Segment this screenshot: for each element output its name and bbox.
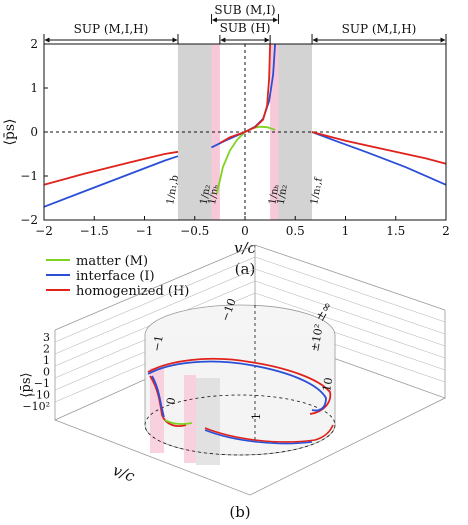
x-axis-label: v/c	[234, 239, 257, 257]
y-tick-label-2: 0	[30, 125, 38, 139]
panel-b-x-label: v/c	[110, 461, 137, 486]
series-1-segment-2	[311, 131, 447, 186]
regime-label-bg-2	[216, 21, 274, 35]
panel-a: SUP (M,I,H) SUB (M,I) SUB (H) SUP (M,I,H) 1…	[2, 3, 450, 278]
x-tick-label-5: 0.5	[286, 224, 305, 238]
x-tick-label-7: 1.5	[386, 224, 405, 238]
ring-label-neg1: −1	[150, 334, 166, 352]
legend-label-matter: matter (M)	[76, 254, 148, 269]
panel-b-y-tick-3: 0	[43, 366, 50, 379]
regime-annotations: SUP (M,I,H) SUB (M,I) SUB (H) SUP (M,I,H)	[43, 3, 447, 44]
regime-label-3: SUP (M,I,H)	[342, 22, 417, 36]
series-0-segment-0	[216, 125, 276, 194]
y-tick-label-4: −2	[20, 213, 38, 227]
panel-b-y-tick-5: −10	[27, 389, 50, 402]
curve-matter-3d	[164, 419, 193, 425]
x-tick-label-4: 0	[241, 224, 249, 238]
panel-b-y-tick-0: 3	[43, 331, 50, 344]
box-top-edge	[54, 244, 446, 331]
threshold-label-4: 1/n₂	[276, 184, 290, 206]
regime-label-1: SUB (M,I)	[214, 3, 275, 17]
curve-interface-3d-front	[204, 429, 313, 445]
y-tick-label-1: 1	[30, 81, 38, 95]
threshold-label-5: 1/n₁,f	[309, 176, 325, 206]
threshold-label-3: 1/nₕ	[267, 183, 281, 205]
y-axis-label: ⟨p̄s⟩	[2, 118, 18, 145]
ring-label-10: 10	[320, 376, 335, 392]
band-1	[211, 44, 220, 220]
legend-label-interface: interface (I)	[76, 269, 155, 284]
panel-label-a: (a)	[235, 260, 256, 278]
ring-label-0: 0	[164, 396, 178, 405]
legend: matter (M) interface (I) homogenized (H)	[46, 254, 189, 299]
pink-band-2	[184, 375, 196, 463]
series-2-segment-1	[219, 43, 271, 144]
panel-label-b: (b)	[229, 503, 250, 521]
y-tick-label-0: 2	[30, 37, 38, 51]
regime-label-2: SUB (H)	[220, 21, 271, 35]
grey-band	[196, 378, 220, 465]
curve-interface-3d-lower	[151, 375, 165, 418]
ring-label-pm100: ±10²	[308, 323, 326, 352]
regime-label-0: SUP (M,I,H)	[74, 22, 149, 36]
threshold-label-0: 1/n₁,b	[165, 174, 181, 205]
panel-b-y-tick-6: −10²	[22, 400, 50, 413]
cylinder-base	[144, 394, 336, 456]
panel-b-y-tick-1: 2	[43, 343, 50, 356]
series-lines	[43, 43, 447, 208]
x-tick-label-0: −2	[35, 224, 53, 238]
curve-homogenized-3d-front	[204, 424, 334, 443]
x-axis-ticks: −2 −1.5 −1 −0.5 0 0.5 1 1.5 2	[35, 216, 450, 238]
series-2-segment-0	[43, 150, 179, 186]
y-axis-ticks: 2 1 0 −1 −2	[20, 37, 48, 227]
threshold-label-1: 1/n₂	[199, 184, 213, 206]
y-tick-label-3: −1	[20, 169, 38, 183]
legend-label-homogenized: homogenized (H)	[76, 284, 189, 299]
series-2-segment-2	[311, 131, 447, 165]
series-1-segment-0	[43, 155, 179, 208]
curve-homogenized-3d-lower	[149, 375, 187, 428]
x-tick-label-8: 2	[442, 224, 450, 238]
curve-homogenized-3d	[147, 357, 332, 415]
x-tick-label-2: −1	[136, 224, 154, 238]
panel-b-y-tick-4: −1	[34, 377, 50, 390]
x-tick-label-1: −1.5	[80, 224, 109, 238]
regime-label-bg-0	[68, 22, 154, 36]
curve-interface-3d	[147, 360, 327, 412]
panel-b-y-label: ⟨p̄s⟩	[19, 372, 34, 397]
x-tick-label-3: −0.5	[180, 224, 209, 238]
regime-label-bg-3	[336, 22, 422, 36]
panel-b-y-tick-2: 1	[43, 354, 50, 367]
ring-label-1: 1	[250, 413, 263, 420]
x-tick-label-6: 1	[342, 224, 350, 238]
